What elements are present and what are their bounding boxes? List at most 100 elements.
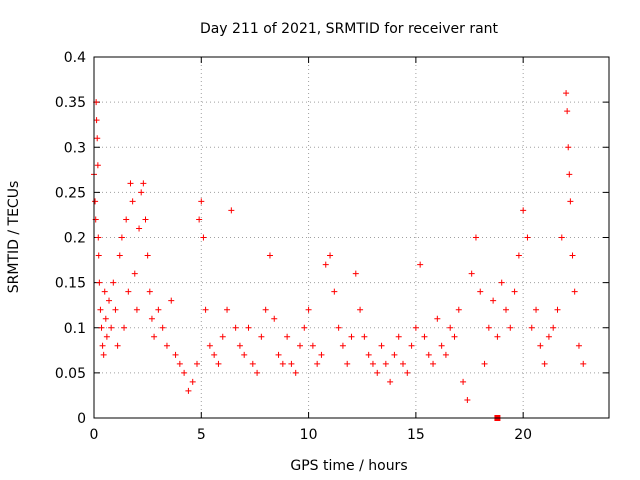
y-tick-label: 0.35 (55, 95, 86, 111)
data-point (563, 90, 570, 97)
data-point (136, 225, 143, 232)
y-tick-label: 0 (77, 411, 86, 427)
data-point (314, 360, 321, 367)
data-point (127, 180, 134, 187)
data-point (554, 306, 561, 313)
data-point (97, 306, 104, 313)
data-point (110, 279, 117, 286)
data-point (176, 360, 183, 367)
data-point (498, 279, 505, 286)
data-point (477, 288, 484, 295)
data-point (159, 324, 166, 331)
data-point (148, 315, 155, 322)
data-point (511, 288, 518, 295)
data-point (331, 288, 338, 295)
data-point (100, 351, 107, 358)
data-point (564, 108, 571, 115)
data-point (99, 342, 106, 349)
x-tick-label: 15 (407, 427, 425, 443)
data-point (361, 333, 368, 340)
data-point (241, 351, 248, 358)
y-tick-label: 0.05 (55, 366, 86, 382)
data-point (541, 360, 548, 367)
data-point (211, 351, 218, 358)
data-point (292, 369, 299, 376)
data-point (494, 333, 501, 340)
data-point (566, 171, 573, 178)
data-point (202, 306, 209, 313)
data-point (400, 360, 406, 367)
data-point (144, 252, 151, 259)
x-tick-label: 10 (300, 427, 318, 443)
data-point (236, 342, 243, 349)
data-point (301, 324, 308, 331)
data-point (558, 234, 565, 241)
data-point (92, 198, 99, 205)
data-point (215, 360, 222, 367)
y-tick-label: 0.3 (64, 140, 86, 156)
data-point (417, 261, 424, 268)
data-point (219, 333, 226, 340)
data-point (168, 297, 175, 304)
data-point (472, 234, 479, 241)
data-point (378, 342, 385, 349)
data-point (279, 360, 286, 367)
data-point (425, 351, 432, 358)
data-point (365, 351, 372, 358)
y-tick-label: 0.15 (55, 276, 86, 292)
x-tick-label: 20 (514, 427, 532, 443)
y-axis-label: SRMTID / TECUs (6, 181, 22, 294)
data-point (507, 324, 514, 331)
data-point (94, 162, 101, 169)
data-point (206, 342, 213, 349)
data-point (198, 198, 205, 205)
data-point (249, 360, 256, 367)
data-point (438, 342, 445, 349)
x-tick-labels: 0 5 10 15 20 (90, 427, 533, 443)
data-point (545, 333, 552, 340)
data-point (395, 333, 402, 340)
data-point (550, 324, 557, 331)
data-point (185, 387, 192, 394)
plot-frame (93, 56, 610, 419)
data-point (258, 333, 265, 340)
data-point (118, 234, 125, 241)
data-point (309, 342, 316, 349)
data-point (468, 270, 475, 277)
data-point (245, 324, 252, 331)
data-point (232, 324, 239, 331)
data-point (528, 324, 535, 331)
data-point (565, 144, 572, 151)
data-point (430, 360, 437, 367)
y-tick-label: 0.25 (55, 185, 86, 201)
data-point (382, 360, 389, 367)
data-point (200, 234, 207, 241)
data-point (101, 288, 108, 295)
x-tick-label: 5 (197, 427, 206, 443)
x-tick-label: 0 (90, 427, 99, 443)
data-point (434, 315, 441, 322)
data-point (387, 378, 394, 385)
data-point (503, 306, 509, 313)
data-point (408, 342, 415, 349)
y-tick-label: 0.2 (64, 231, 86, 247)
data-point (95, 234, 102, 241)
data-point (98, 324, 105, 331)
data-point (284, 333, 291, 340)
data-point (254, 369, 261, 376)
data-point (352, 270, 359, 277)
data-point (121, 324, 128, 331)
data-point (102, 315, 109, 322)
data-point (94, 135, 101, 142)
data-point (96, 279, 103, 286)
data-point (481, 360, 488, 367)
data-point (93, 117, 100, 124)
chart-title: Day 211 of 2021, SRMTID for receiver ran… (200, 21, 499, 37)
data-point (146, 288, 153, 295)
data-point (537, 342, 544, 349)
data-point (155, 306, 162, 313)
data-point (266, 252, 273, 259)
data-point (369, 360, 376, 367)
data-point (129, 198, 136, 205)
